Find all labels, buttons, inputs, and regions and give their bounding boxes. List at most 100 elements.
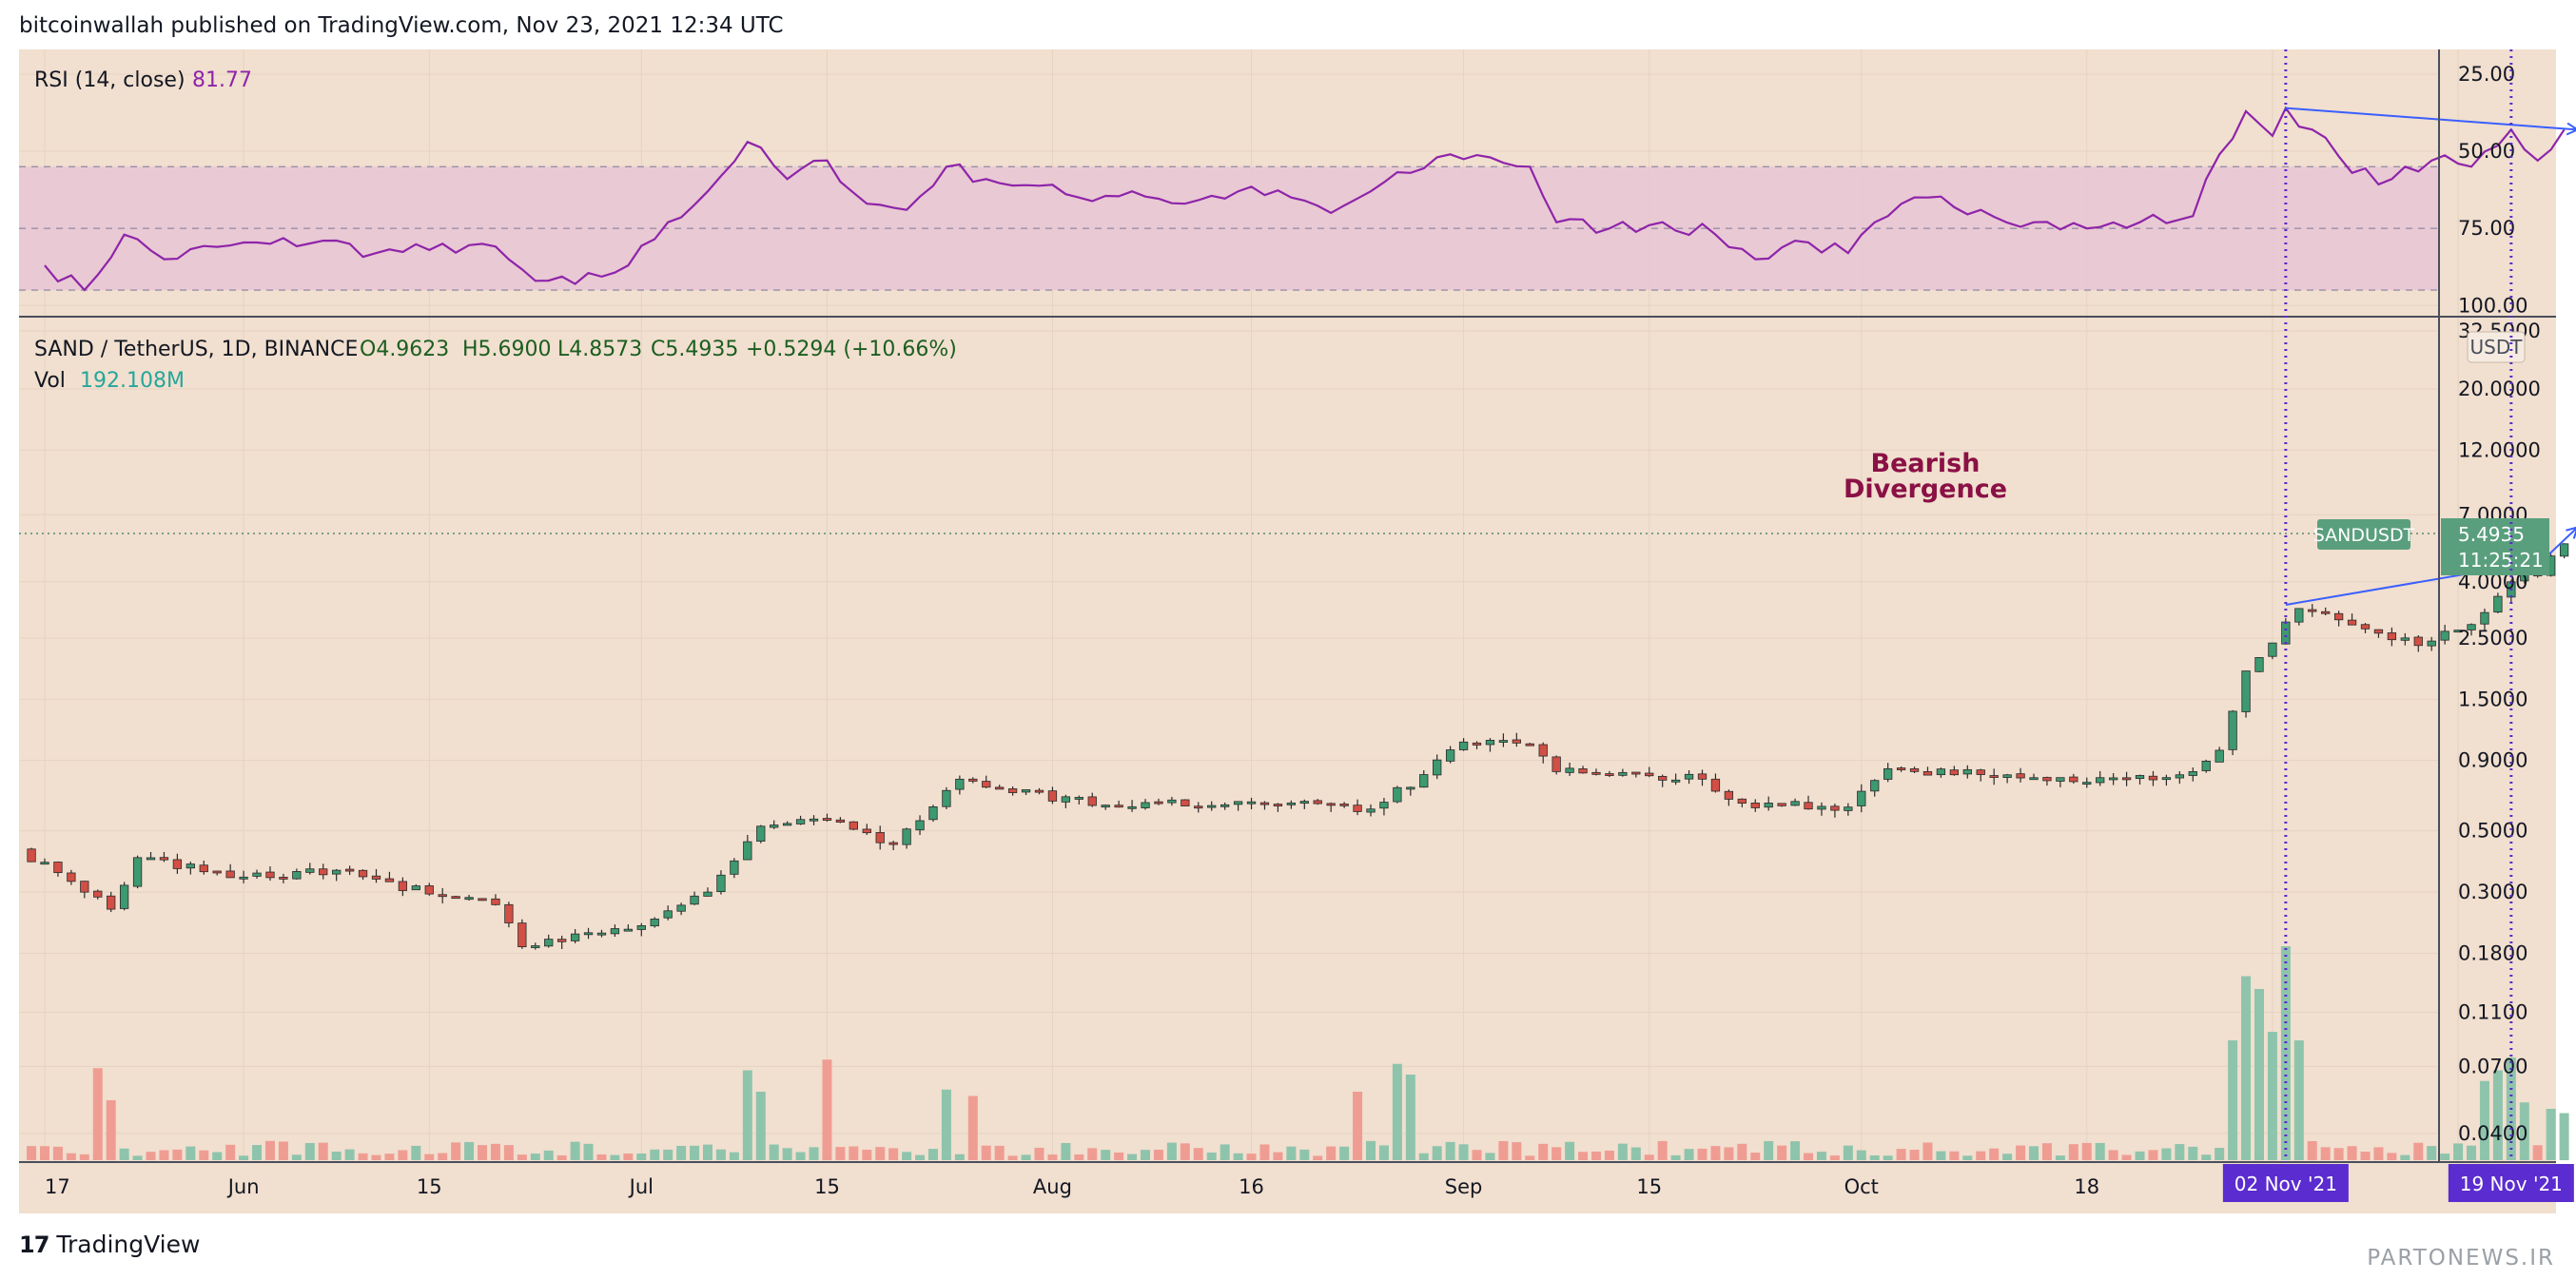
candle	[332, 868, 342, 882]
candle-body	[1366, 808, 1376, 813]
volume-bar	[146, 1152, 156, 1160]
candle-body	[2427, 640, 2436, 647]
volume-bar	[2041, 1143, 2052, 1160]
candle-body	[2333, 612, 2344, 621]
rsi-axis-label: 25.00	[2458, 63, 2515, 86]
volume-bar	[1246, 1154, 1257, 1160]
candle-body	[212, 870, 222, 874]
volume-bar	[371, 1154, 381, 1160]
candle	[1498, 733, 1509, 747]
volume-bar	[915, 1154, 926, 1160]
candle	[2440, 624, 2449, 645]
candle-body	[67, 872, 76, 882]
volume-bar	[1724, 1147, 1734, 1160]
annotation-line-1[interactable]: Bearish	[1871, 449, 1981, 478]
volume-bar	[1962, 1155, 1973, 1160]
candle-body	[1605, 773, 1614, 776]
candle-body	[690, 895, 699, 905]
candle	[1618, 768, 1628, 777]
candle	[955, 775, 965, 795]
volume-bar	[2479, 1080, 2489, 1160]
volume-bar	[2108, 1150, 2118, 1160]
candle	[2201, 759, 2211, 773]
volume-bar	[1657, 1140, 1668, 1160]
candle	[438, 887, 447, 903]
current-price-tag[interactable]: SANDUSDT 5.4935 11:25:21	[2313, 518, 2549, 575]
candle-body	[1989, 775, 1999, 778]
candle	[344, 865, 355, 876]
volume-bar	[1604, 1150, 1614, 1160]
candle	[2188, 766, 2197, 782]
volume-bar	[132, 1155, 143, 1160]
volume-bar	[411, 1145, 421, 1160]
date-marker-badge	[2222, 1164, 2349, 1202]
volume-bar	[835, 1147, 846, 1160]
date-marker-label: 02 Nov '21	[2234, 1173, 2337, 1195]
volume-bar	[1141, 1150, 1151, 1160]
candle	[1804, 795, 1813, 810]
candle-body	[2373, 629, 2384, 634]
volume-bar	[1777, 1145, 1787, 1160]
currency-badge[interactable]	[2467, 331, 2526, 363]
tradingview-logo[interactable]: 17 TradingView	[19, 1231, 200, 1258]
candle	[2480, 609, 2489, 631]
candle	[1658, 774, 1668, 787]
candle	[1551, 755, 1561, 775]
candle-body	[1896, 767, 1906, 770]
candle-body	[491, 898, 500, 905]
volume-bar	[79, 1154, 89, 1160]
candle-body	[1485, 740, 1495, 746]
candle	[1750, 799, 1760, 812]
price-axis-label: 20.0000	[2458, 378, 2541, 400]
volume-bar	[2280, 946, 2291, 1160]
candle	[2069, 773, 2078, 784]
candle	[1366, 804, 1376, 817]
candle	[319, 863, 328, 880]
candle-body	[1353, 805, 1362, 812]
rsi-axis[interactable]: 100.00 75.00 50.00 25.00	[2458, 63, 2527, 317]
candle	[888, 841, 898, 850]
candle-body	[332, 869, 342, 875]
symbol-line[interactable]: SAND / TetherUS, 1D, BINANCE	[34, 338, 358, 361]
candle-body	[795, 819, 806, 824]
time-axis[interactable]: 17Jun15Jul15Aug16Sep15Oct18Dec15	[45, 1175, 2576, 1198]
candle	[2493, 592, 2503, 614]
volume-bar	[1816, 1152, 1826, 1160]
volume-bar	[1313, 1155, 1323, 1160]
annotation-line-2[interactable]: Divergence	[1844, 475, 2007, 504]
candle	[690, 891, 699, 905]
volume-bar	[2121, 1154, 2132, 1160]
candle	[2347, 613, 2357, 626]
volume-bar	[1498, 1140, 1509, 1160]
volume-bar	[2201, 1154, 2212, 1160]
candle	[770, 820, 779, 829]
volume-bar	[1670, 1154, 1681, 1160]
candle-body	[1207, 805, 1217, 808]
candle-body	[1883, 767, 1893, 780]
candle-body	[53, 862, 63, 873]
candle-body	[1922, 770, 1933, 776]
volume-bar	[424, 1154, 435, 1160]
volume-bar	[1153, 1149, 1163, 1160]
symbol-tag-box	[2317, 519, 2410, 550]
volume-bar	[650, 1149, 660, 1160]
volume-bar	[2559, 1113, 2569, 1160]
volume-bar	[1697, 1148, 1708, 1160]
candle-body	[2480, 611, 2489, 625]
candle-body	[2002, 774, 2012, 778]
candle-body	[1419, 774, 1429, 788]
candle	[650, 917, 659, 928]
candle-body	[1233, 801, 1243, 805]
candle	[2042, 776, 2052, 786]
candle-body	[2069, 776, 2078, 783]
candle	[424, 882, 434, 896]
candle	[875, 825, 885, 850]
volume-bar	[2228, 1040, 2238, 1160]
candle-body	[1087, 796, 1097, 806]
volume-bar	[1551, 1147, 1562, 1160]
candle	[1101, 805, 1110, 810]
candle	[1061, 794, 1071, 808]
candle	[809, 815, 819, 825]
price-tag-countdown: 11:25:21	[2458, 549, 2544, 572]
candle	[1830, 804, 1840, 818]
